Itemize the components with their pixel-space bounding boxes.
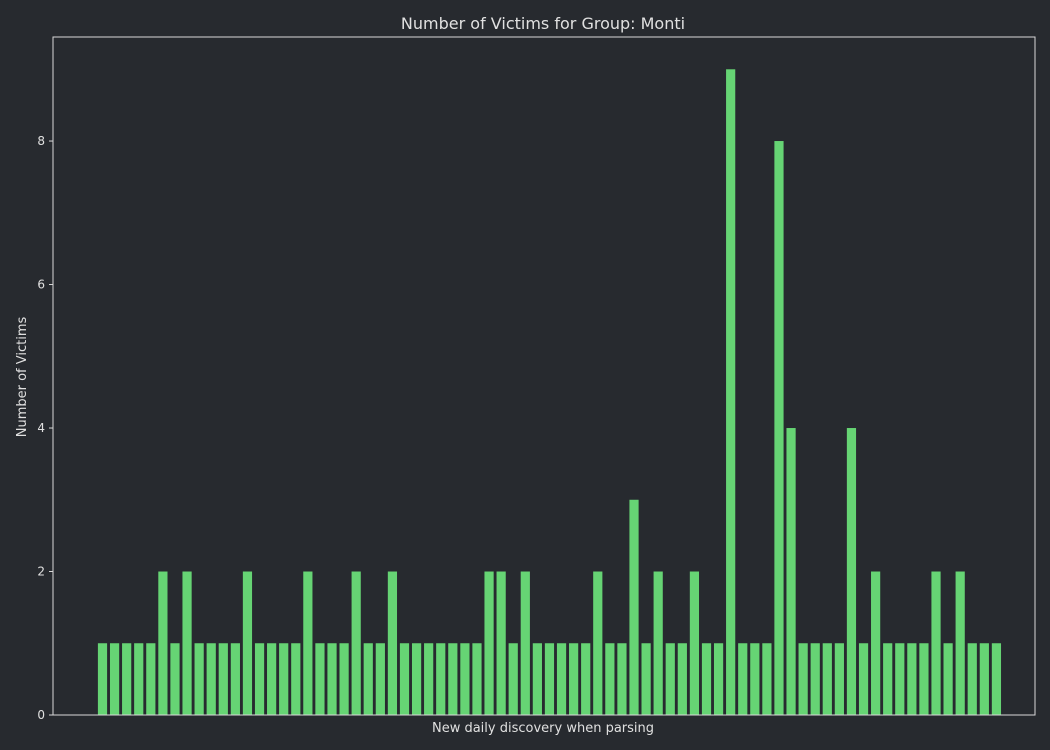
bar-19 bbox=[315, 643, 325, 715]
bar-59 bbox=[798, 643, 808, 715]
bar-15 bbox=[267, 643, 277, 715]
bar-42 bbox=[593, 571, 603, 715]
bar-43 bbox=[605, 643, 615, 715]
bar-45 bbox=[629, 499, 639, 715]
bar-66 bbox=[883, 643, 893, 715]
bar-4 bbox=[134, 643, 144, 715]
bar-65 bbox=[871, 571, 881, 715]
y-tick-label: 0 bbox=[37, 708, 45, 722]
bar-28 bbox=[424, 643, 434, 715]
bar-11 bbox=[218, 643, 228, 715]
bar-40 bbox=[569, 643, 579, 715]
y-tick-label: 8 bbox=[37, 134, 45, 148]
bar-13 bbox=[242, 571, 253, 715]
bar-46 bbox=[641, 643, 651, 715]
bar-27 bbox=[411, 643, 422, 715]
bar-63 bbox=[846, 428, 857, 715]
bar-1 bbox=[97, 643, 108, 715]
bar-58 bbox=[786, 428, 796, 715]
bar-70 bbox=[931, 571, 941, 715]
bar-55 bbox=[750, 643, 760, 715]
bar-7 bbox=[170, 643, 180, 715]
bar-18 bbox=[303, 571, 313, 715]
bar-22 bbox=[351, 571, 361, 715]
bar-39 bbox=[556, 643, 567, 715]
x-axis-label: New daily discovery when parsing bbox=[432, 721, 654, 736]
bar-72 bbox=[955, 571, 965, 715]
bar-68 bbox=[907, 643, 917, 715]
bar-48 bbox=[665, 643, 675, 715]
bar-30 bbox=[448, 643, 458, 715]
bar-3 bbox=[122, 643, 132, 715]
bar-52 bbox=[713, 643, 724, 715]
bars-group bbox=[97, 69, 1002, 716]
bar-35 bbox=[508, 643, 518, 715]
bar-47 bbox=[653, 571, 663, 715]
bar-16 bbox=[279, 643, 289, 715]
bar-56 bbox=[762, 643, 772, 715]
bar-49 bbox=[677, 643, 687, 715]
bar-9 bbox=[194, 643, 204, 715]
bar-69 bbox=[919, 643, 929, 715]
bar-61 bbox=[822, 643, 832, 715]
bar-54 bbox=[738, 643, 748, 715]
bar-14 bbox=[254, 643, 265, 715]
bar-34 bbox=[496, 571, 506, 715]
bar-50 bbox=[689, 571, 700, 715]
bar-36 bbox=[520, 571, 530, 715]
bar-73 bbox=[967, 643, 977, 715]
bar-62 bbox=[834, 643, 844, 715]
bar-67 bbox=[895, 643, 905, 715]
bar-33 bbox=[484, 571, 494, 715]
bar-37 bbox=[532, 643, 542, 715]
bar-24 bbox=[375, 643, 385, 715]
bar-41 bbox=[581, 643, 591, 715]
bar-21 bbox=[339, 643, 349, 715]
bar-38 bbox=[544, 643, 555, 715]
y-tick-label: 4 bbox=[37, 421, 45, 435]
bar-8 bbox=[182, 571, 192, 715]
bar-57 bbox=[774, 141, 784, 715]
bar-64 bbox=[858, 643, 869, 715]
bar-31 bbox=[460, 643, 470, 715]
bar-44 bbox=[617, 643, 627, 715]
bar-26 bbox=[399, 643, 410, 715]
bar-25 bbox=[387, 571, 398, 715]
y-axis-label: Number of Victims bbox=[15, 317, 30, 438]
chart-title: Number of Victims for Group: Monti bbox=[401, 14, 685, 33]
bar-71 bbox=[943, 643, 953, 715]
bar-17 bbox=[291, 643, 301, 715]
bar-32 bbox=[472, 643, 482, 715]
bar-12 bbox=[230, 643, 240, 715]
bar-23 bbox=[363, 643, 373, 715]
bar-2 bbox=[109, 643, 120, 715]
bar-10 bbox=[206, 643, 216, 715]
y-tick-label: 2 bbox=[37, 565, 45, 579]
bar-60 bbox=[810, 643, 820, 715]
bar-5 bbox=[146, 643, 156, 715]
bar-75 bbox=[991, 643, 1002, 715]
y-axis-ticks: 0 2 4 6 8 bbox=[37, 134, 53, 722]
y-tick-label: 6 bbox=[37, 278, 45, 292]
plot-frame bbox=[52, 36, 1036, 716]
bar-53 bbox=[726, 69, 736, 716]
bar-29 bbox=[436, 643, 446, 715]
bar-20 bbox=[327, 643, 337, 715]
bar-51 bbox=[701, 643, 712, 715]
bar-74 bbox=[979, 643, 989, 715]
bar-6 bbox=[158, 571, 168, 715]
